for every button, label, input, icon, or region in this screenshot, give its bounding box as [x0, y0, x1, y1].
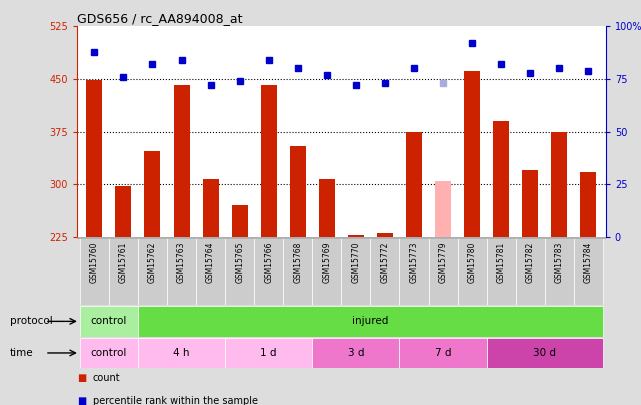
Bar: [290, 146, 306, 237]
Bar: [138, 238, 167, 305]
Bar: [515, 238, 545, 305]
Bar: [203, 179, 219, 237]
Bar: [493, 121, 509, 237]
Text: GSM15780: GSM15780: [467, 241, 477, 283]
Bar: [115, 185, 131, 237]
Bar: [167, 238, 196, 305]
Bar: [522, 170, 538, 237]
Text: GSM15779: GSM15779: [438, 241, 447, 283]
Text: GSM15766: GSM15766: [264, 241, 273, 283]
Bar: [435, 181, 451, 237]
Bar: [464, 70, 480, 237]
Text: injured: injured: [352, 316, 388, 326]
Text: control: control: [90, 316, 127, 326]
Bar: [341, 238, 370, 305]
Text: protocol: protocol: [10, 316, 53, 326]
Bar: [254, 238, 283, 305]
Text: percentile rank within the sample: percentile rank within the sample: [93, 396, 258, 405]
Text: time: time: [10, 348, 33, 358]
Bar: [312, 238, 341, 305]
Bar: [109, 238, 138, 305]
Text: GSM15772: GSM15772: [380, 241, 390, 283]
Text: GSM15769: GSM15769: [322, 241, 331, 283]
Bar: [138, 338, 225, 368]
Bar: [406, 132, 422, 237]
Text: GDS656 / rc_AA894008_at: GDS656 / rc_AA894008_at: [77, 12, 242, 25]
Bar: [80, 338, 138, 368]
Bar: [87, 80, 103, 237]
Text: GSM15762: GSM15762: [148, 241, 157, 283]
Text: GSM15765: GSM15765: [235, 241, 244, 283]
Bar: [196, 238, 225, 305]
Bar: [377, 233, 393, 237]
Text: 7 d: 7 d: [435, 348, 451, 358]
Bar: [487, 338, 603, 368]
Bar: [545, 238, 574, 305]
Text: GSM15763: GSM15763: [177, 241, 186, 283]
Text: GSM15761: GSM15761: [119, 241, 128, 283]
Bar: [225, 338, 312, 368]
Bar: [551, 132, 567, 237]
Bar: [399, 338, 487, 368]
Bar: [370, 238, 399, 305]
Text: GSM15782: GSM15782: [526, 241, 535, 283]
Text: GSM15770: GSM15770: [351, 241, 360, 283]
Bar: [225, 238, 254, 305]
Bar: [428, 238, 458, 305]
Bar: [574, 238, 603, 305]
Bar: [80, 238, 109, 305]
Text: GSM15784: GSM15784: [584, 241, 593, 283]
Text: 30 d: 30 d: [533, 348, 556, 358]
Text: GSM15760: GSM15760: [90, 241, 99, 283]
Bar: [348, 235, 364, 237]
Text: ■: ■: [77, 373, 86, 383]
Text: 3 d: 3 d: [347, 348, 364, 358]
Text: 4 h: 4 h: [173, 348, 190, 358]
Bar: [144, 151, 160, 237]
Text: count: count: [93, 373, 121, 383]
Bar: [231, 205, 247, 237]
Text: 1 d: 1 d: [260, 348, 277, 358]
Bar: [458, 238, 487, 305]
Bar: [580, 172, 596, 237]
Bar: [80, 306, 138, 337]
Bar: [138, 306, 603, 337]
Bar: [312, 338, 399, 368]
Text: GSM15764: GSM15764: [206, 241, 215, 283]
Bar: [283, 238, 312, 305]
Text: ■: ■: [77, 396, 86, 405]
Text: GSM15773: GSM15773: [410, 241, 419, 283]
Bar: [174, 85, 190, 237]
Bar: [487, 238, 515, 305]
Text: GSM15783: GSM15783: [554, 241, 563, 283]
Text: GSM15768: GSM15768: [293, 241, 303, 283]
Bar: [261, 85, 277, 237]
Bar: [399, 238, 428, 305]
Text: GSM15781: GSM15781: [497, 241, 506, 283]
Text: control: control: [90, 348, 127, 358]
Bar: [319, 179, 335, 237]
